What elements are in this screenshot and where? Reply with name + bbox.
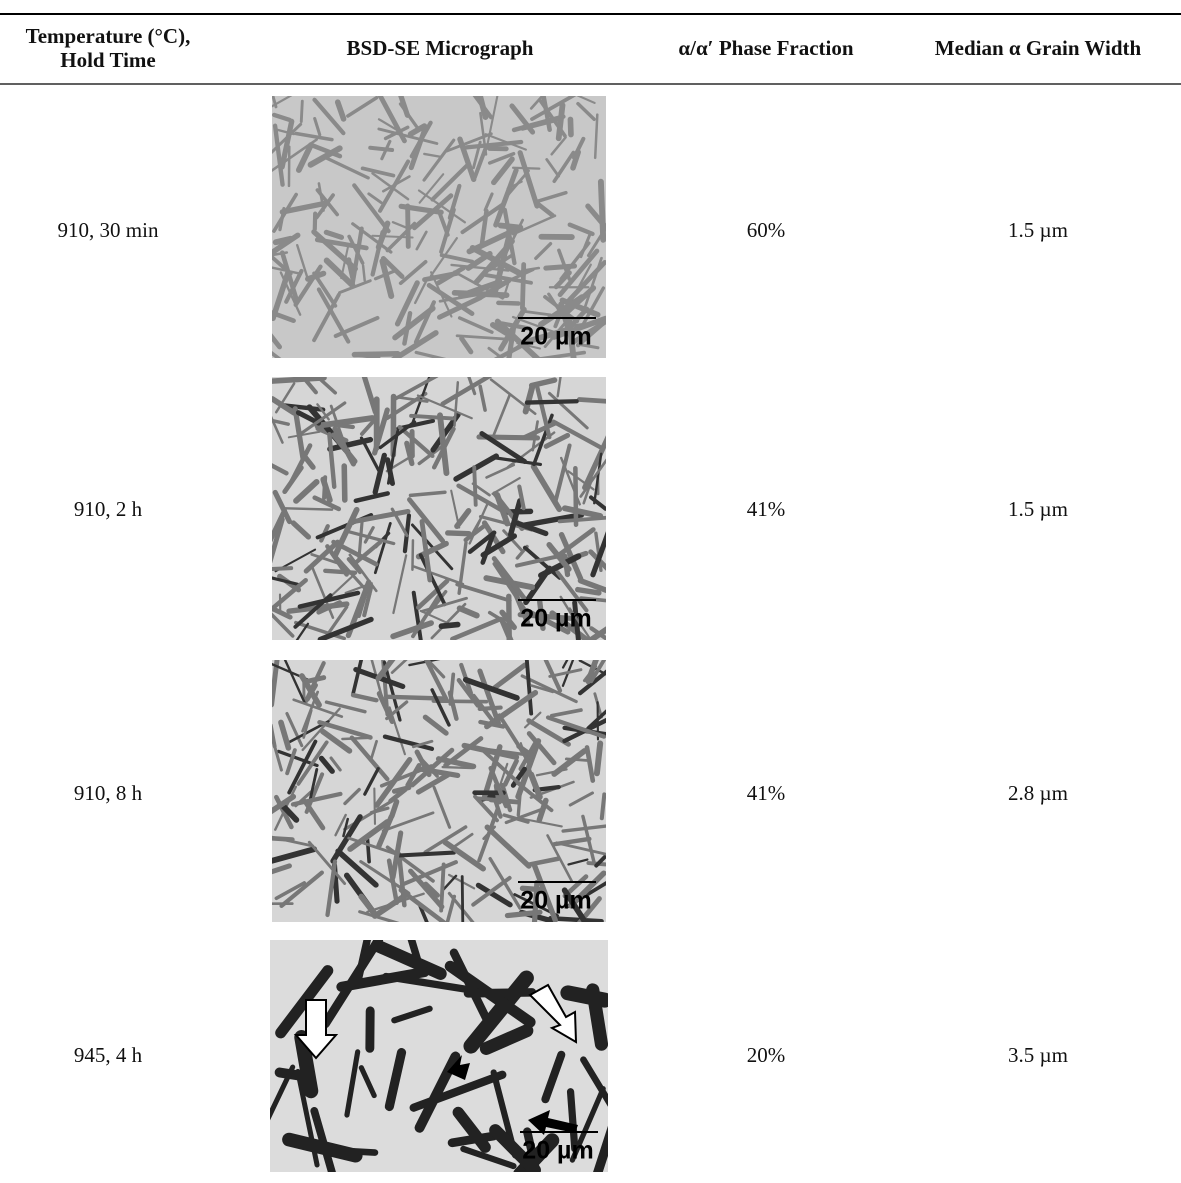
needle bbox=[578, 590, 599, 593]
needle bbox=[276, 239, 291, 243]
needle bbox=[522, 265, 523, 309]
needle bbox=[363, 266, 365, 281]
needle bbox=[374, 789, 375, 824]
phase-fraction-cell: 41% bbox=[747, 497, 786, 521]
condition-cell: 945, 4 h bbox=[74, 1043, 143, 1067]
needle bbox=[566, 759, 589, 761]
needle bbox=[559, 105, 563, 138]
needle bbox=[359, 355, 379, 357]
needle bbox=[448, 533, 469, 534]
grain-width-cell: 2.8 µm bbox=[1008, 781, 1068, 805]
needle bbox=[411, 416, 452, 419]
header-cell: Median α Grain Width bbox=[935, 36, 1142, 60]
scale-bar-label: 20 µm bbox=[520, 887, 591, 915]
needle bbox=[579, 400, 613, 402]
header-cell: Temperature (°C), bbox=[26, 24, 191, 48]
needle bbox=[597, 743, 600, 773]
needle bbox=[324, 477, 325, 498]
needle bbox=[468, 992, 532, 993]
needle bbox=[601, 182, 603, 240]
needle bbox=[441, 625, 457, 627]
header-cell: BSD-SE Micrograph bbox=[347, 36, 534, 60]
needle bbox=[325, 571, 355, 573]
needle bbox=[570, 119, 571, 134]
needle bbox=[602, 794, 604, 818]
needle bbox=[498, 303, 518, 304]
needle bbox=[268, 568, 291, 569]
phase-fraction-cell: 60% bbox=[747, 218, 786, 242]
condition-cell: 910, 8 h bbox=[74, 781, 143, 805]
needle bbox=[527, 401, 577, 402]
scale-bar-label: 20 µm bbox=[522, 1137, 593, 1165]
needle bbox=[408, 206, 409, 247]
header-cell: α/α′ Phase Fraction bbox=[678, 36, 853, 60]
needle bbox=[344, 466, 345, 500]
header-cell: Hold Time bbox=[60, 48, 156, 72]
grain-width-cell: 3.5 µm bbox=[1008, 1043, 1068, 1067]
needle bbox=[330, 1150, 375, 1152]
needle bbox=[462, 877, 463, 925]
needle bbox=[301, 101, 302, 121]
table: Temperature (°C),Hold Time BSD-SE Microgr… bbox=[0, 0, 1181, 1183]
phase-fraction-cell: 20% bbox=[747, 1043, 786, 1067]
page: Temperature (°C),Hold Time BSD-SE Microgr… bbox=[0, 0, 1181, 1183]
scale-bar-label: 20 µm bbox=[520, 323, 591, 351]
grain-width-cell: 1.5 µm bbox=[1008, 218, 1068, 242]
condition-cell: 910, 2 h bbox=[74, 497, 143, 521]
needle bbox=[271, 378, 324, 381]
scale-bar-label: 20 µm bbox=[520, 605, 591, 633]
needle bbox=[568, 993, 605, 1000]
needle bbox=[370, 148, 392, 150]
needle bbox=[518, 789, 520, 815]
grain-width-cell: 1.5 µm bbox=[1008, 497, 1068, 521]
needle bbox=[550, 918, 601, 921]
condition-cell: 910, 30 min bbox=[58, 218, 159, 242]
needle bbox=[474, 467, 475, 505]
needle bbox=[282, 508, 332, 509]
phase-fraction-cell: 41% bbox=[747, 781, 786, 805]
